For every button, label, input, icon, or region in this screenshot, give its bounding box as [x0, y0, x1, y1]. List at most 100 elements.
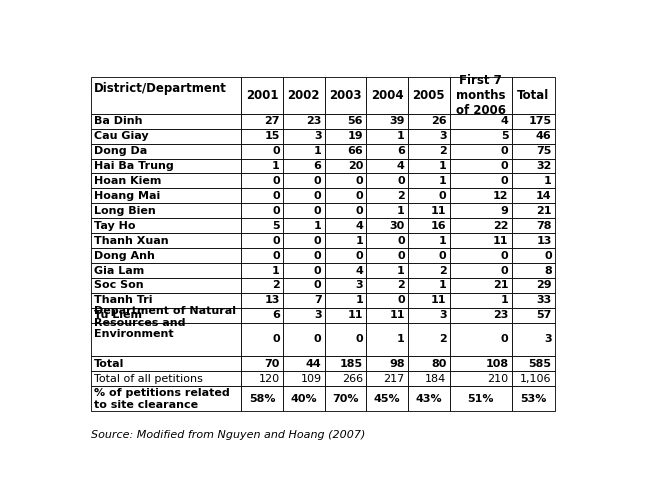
- Text: 20: 20: [348, 161, 363, 171]
- Text: 217: 217: [383, 374, 405, 384]
- Bar: [512, 233, 555, 248]
- Bar: [367, 174, 408, 189]
- Bar: [512, 248, 555, 263]
- Bar: [242, 323, 283, 356]
- Bar: [450, 129, 512, 144]
- Text: 2: 2: [397, 191, 405, 201]
- Bar: [512, 189, 555, 203]
- Bar: [283, 371, 324, 386]
- Bar: [512, 323, 555, 356]
- Text: 70%: 70%: [332, 394, 359, 404]
- Text: 1: 1: [314, 146, 322, 156]
- Bar: [283, 174, 324, 189]
- Text: 1: 1: [439, 280, 446, 290]
- Text: Ba Dinh: Ba Dinh: [94, 116, 142, 126]
- Bar: [324, 371, 367, 386]
- Bar: [242, 386, 283, 412]
- Text: 585: 585: [529, 359, 552, 369]
- Bar: [450, 308, 512, 323]
- Bar: [92, 129, 242, 144]
- Bar: [450, 233, 512, 248]
- Text: 0: 0: [501, 146, 508, 156]
- Text: Total of all petitions: Total of all petitions: [94, 374, 203, 384]
- Bar: [408, 114, 450, 129]
- Text: 0: 0: [314, 191, 322, 201]
- Bar: [450, 263, 512, 278]
- Text: 1: 1: [500, 295, 508, 305]
- Bar: [283, 203, 324, 218]
- Text: 0: 0: [544, 250, 552, 260]
- Text: 175: 175: [529, 116, 552, 126]
- Bar: [283, 233, 324, 248]
- Bar: [450, 77, 512, 114]
- Text: 1: 1: [272, 265, 280, 275]
- Text: 3: 3: [439, 131, 446, 141]
- Text: Cau Giay: Cau Giay: [94, 131, 149, 141]
- Text: 98: 98: [389, 359, 405, 369]
- Text: 78: 78: [536, 221, 552, 231]
- Bar: [512, 159, 555, 174]
- Text: Thanh Xuan: Thanh Xuan: [94, 236, 169, 246]
- Bar: [512, 77, 555, 114]
- Text: 33: 33: [537, 295, 552, 305]
- Bar: [324, 278, 367, 293]
- Text: 30: 30: [389, 221, 405, 231]
- Bar: [324, 129, 367, 144]
- Text: 0: 0: [355, 176, 363, 186]
- Text: 6: 6: [272, 310, 280, 320]
- Bar: [283, 159, 324, 174]
- Text: 2: 2: [272, 280, 280, 290]
- Text: 43%: 43%: [415, 394, 442, 404]
- Bar: [283, 278, 324, 293]
- Text: 185: 185: [340, 359, 363, 369]
- Text: 23: 23: [493, 310, 508, 320]
- Text: 0: 0: [314, 265, 322, 275]
- Text: 12: 12: [493, 191, 508, 201]
- Text: Source: Modified from Nguyen and Hoang (2007): Source: Modified from Nguyen and Hoang (…: [92, 430, 366, 440]
- Text: 44: 44: [306, 359, 322, 369]
- Bar: [92, 218, 242, 233]
- Text: Hoang Mai: Hoang Mai: [94, 191, 161, 201]
- Bar: [92, 77, 242, 114]
- Bar: [283, 189, 324, 203]
- Text: 3: 3: [314, 310, 322, 320]
- Bar: [283, 114, 324, 129]
- Text: 0: 0: [272, 191, 280, 201]
- Bar: [92, 248, 242, 263]
- Text: 4: 4: [355, 221, 363, 231]
- Bar: [450, 386, 512, 412]
- Text: 0: 0: [314, 280, 322, 290]
- Text: 16: 16: [431, 221, 446, 231]
- Bar: [242, 203, 283, 218]
- Bar: [283, 144, 324, 159]
- Text: 1: 1: [397, 206, 405, 216]
- Bar: [408, 263, 450, 278]
- Bar: [242, 77, 283, 114]
- Bar: [242, 159, 283, 174]
- Bar: [283, 218, 324, 233]
- Text: 0: 0: [397, 176, 405, 186]
- Bar: [92, 323, 242, 356]
- Text: 109: 109: [300, 374, 322, 384]
- Bar: [283, 386, 324, 412]
- Bar: [92, 114, 242, 129]
- Text: 0: 0: [272, 334, 280, 344]
- Text: 45%: 45%: [374, 394, 401, 404]
- Text: 0: 0: [501, 265, 508, 275]
- Text: 0: 0: [272, 206, 280, 216]
- Text: 0: 0: [355, 191, 363, 201]
- Bar: [92, 174, 242, 189]
- Text: 0: 0: [439, 250, 446, 260]
- Bar: [512, 174, 555, 189]
- Bar: [408, 293, 450, 308]
- Text: 40%: 40%: [290, 394, 317, 404]
- Text: Dong Anh: Dong Anh: [94, 250, 155, 260]
- Text: 23: 23: [306, 116, 322, 126]
- Text: 0: 0: [501, 250, 508, 260]
- Bar: [242, 308, 283, 323]
- Bar: [450, 203, 512, 218]
- Text: 75: 75: [537, 146, 552, 156]
- Text: 70: 70: [264, 359, 280, 369]
- Text: 26: 26: [431, 116, 446, 126]
- Text: 1,106: 1,106: [520, 374, 552, 384]
